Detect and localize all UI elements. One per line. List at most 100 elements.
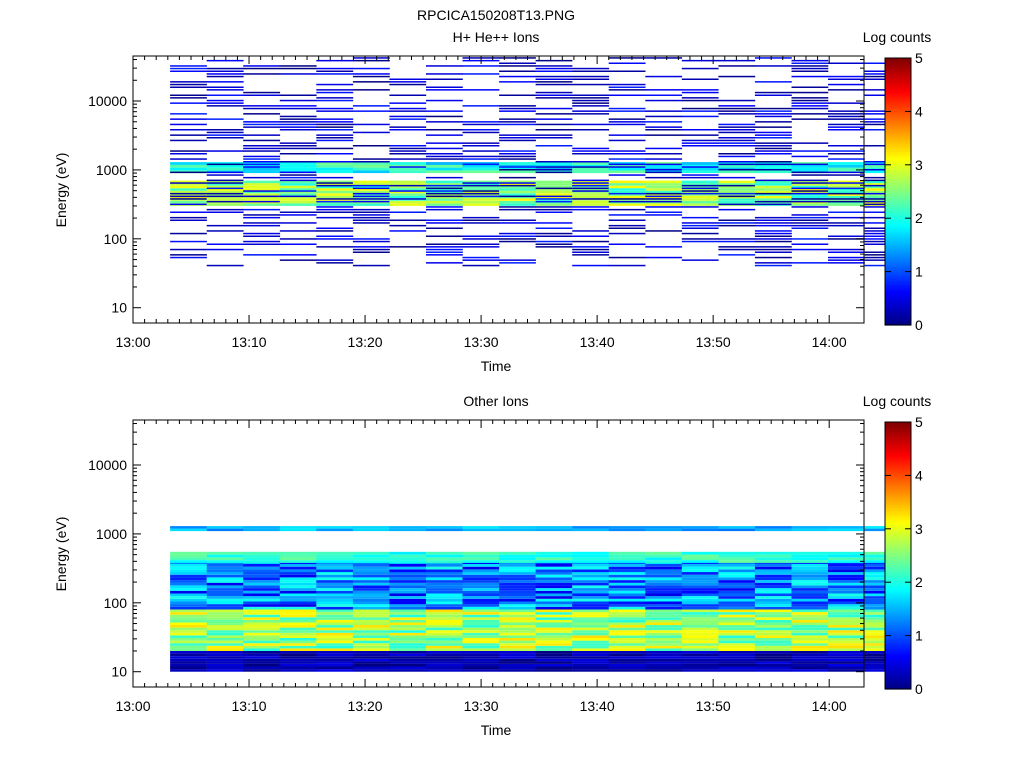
heatmap-cell <box>535 566 573 570</box>
heatmap-cell <box>170 577 207 581</box>
heatmap-cell <box>828 625 865 628</box>
heatmap-cell <box>243 656 281 659</box>
heatmap-cell <box>681 625 719 628</box>
heatmap-cell <box>864 192 902 195</box>
colorbar-segment <box>885 555 911 559</box>
heatmap-cell <box>426 666 463 670</box>
heatmap-cell <box>426 195 463 198</box>
heatmap-cell <box>170 622 207 626</box>
heatmap-cell <box>681 666 719 670</box>
heatmap-cell <box>316 666 354 670</box>
heatmap-cell <box>389 246 427 248</box>
heatmap-cell <box>608 107 646 110</box>
colorbar-segment <box>885 682 911 686</box>
colorbar-segment <box>885 428 911 432</box>
heatmap-cell <box>791 577 829 581</box>
heatmap-cell <box>828 557 865 561</box>
heatmap-cell <box>864 240 902 243</box>
heatmap-cell <box>499 554 536 558</box>
heatmap-cell <box>279 99 317 102</box>
heatmap-cell <box>279 645 317 649</box>
heatmap-cell <box>426 176 463 179</box>
heatmap-cell <box>389 193 427 196</box>
heatmap-cell <box>389 635 427 638</box>
heatmap-cell <box>828 75 865 78</box>
heatmap-cell <box>206 208 244 211</box>
colorbar-segment <box>885 564 911 568</box>
heatmap-cell <box>279 572 317 575</box>
heatmap-cell <box>681 617 719 620</box>
heatmap-cell <box>608 598 646 602</box>
heatmap-cell <box>572 180 610 184</box>
heatmap-cell <box>608 619 646 623</box>
heatmap-cell <box>754 580 792 583</box>
heatmap-cell <box>535 663 573 667</box>
heatmap-cell <box>389 577 427 581</box>
heatmap-cell <box>426 612 463 615</box>
colorbar-segment <box>885 84 911 88</box>
heatmap-cell <box>535 622 573 626</box>
heatmap-cell <box>681 107 719 110</box>
heatmap-cell <box>206 89 244 91</box>
heatmap-cell <box>754 137 792 139</box>
heatmap-cell <box>754 653 792 657</box>
heatmap-cell <box>389 590 427 594</box>
heatmap-cell <box>499 123 536 126</box>
heatmap-cell <box>243 180 281 184</box>
heatmap-cell <box>645 180 683 184</box>
heatmap-cell <box>828 110 865 112</box>
heatmap-cell <box>352 622 390 626</box>
heatmap-cell <box>718 238 756 240</box>
heatmap-cell <box>499 557 536 561</box>
heatmap-cell <box>499 638 536 641</box>
colorbar-segment <box>885 597 911 601</box>
colorbar-segment <box>885 660 911 663</box>
heatmap-cell <box>206 198 244 201</box>
heatmap-cell <box>462 182 500 184</box>
colorbar-segment <box>885 162 911 166</box>
heatmap-cell <box>170 585 207 589</box>
heatmap-cell <box>608 192 646 195</box>
heatmap-cell <box>352 238 390 240</box>
heatmap-cell <box>316 170 354 174</box>
heatmap-cell <box>681 134 719 136</box>
heatmap-cell <box>754 648 792 651</box>
heatmap-cell <box>316 593 354 597</box>
heatmap-cell <box>681 203 719 206</box>
heatmap-cell <box>279 588 317 591</box>
heatmap-cell <box>645 185 683 189</box>
heatmap-cell <box>170 640 207 644</box>
heatmap-cell <box>791 163 829 166</box>
heatmap-cell <box>170 158 207 160</box>
heatmap-cell <box>426 574 463 578</box>
heatmap-cell <box>352 248 390 251</box>
heatmap-cell <box>535 554 573 558</box>
heatmap-cell <box>535 661 573 664</box>
heatmap-cell <box>462 635 500 638</box>
x-tick-label: 13:20 <box>348 698 383 714</box>
heatmap-cell <box>426 577 463 581</box>
colorbar-segment <box>885 202 911 206</box>
heatmap-cell <box>206 248 244 251</box>
heatmap-cell <box>426 528 463 532</box>
heatmap-cell <box>754 598 792 602</box>
heatmap-cell <box>608 208 646 211</box>
heatmap-cell <box>499 560 536 563</box>
heatmap-cell <box>681 557 719 561</box>
heatmap-cell <box>389 582 427 586</box>
heatmap-cell <box>608 193 646 196</box>
heatmap-cell <box>316 554 354 558</box>
heatmap-cell <box>279 188 317 191</box>
heatmap-cell <box>645 115 683 118</box>
heatmap-cell <box>864 590 902 594</box>
heatmap-cell <box>206 187 244 190</box>
heatmap-cell <box>828 198 865 200</box>
heatmap-cell <box>864 180 902 184</box>
heatmap-cell <box>754 564 792 567</box>
heatmap-cell <box>572 188 610 191</box>
heatmap-cell <box>535 585 573 589</box>
heatmap-cell <box>718 113 756 115</box>
heatmap-cell <box>170 617 207 620</box>
heatmap-cell <box>681 572 719 575</box>
heatmap-cell <box>389 102 427 104</box>
